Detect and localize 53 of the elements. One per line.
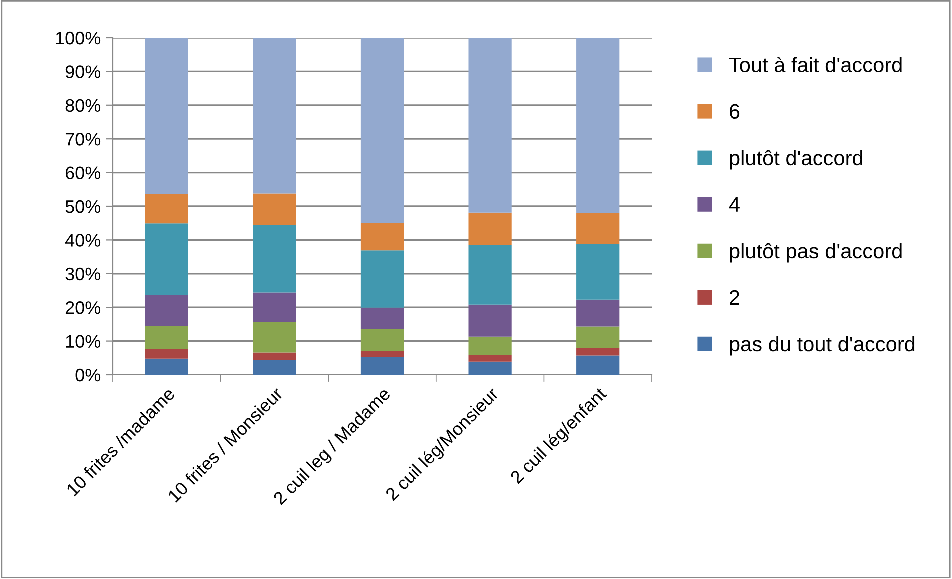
y-tick-label: 40%	[65, 234, 101, 247]
bar	[145, 349, 188, 359]
y-tick-label: 10%	[66, 335, 101, 348]
legend-label: plutôt pas d'accord	[730, 243, 902, 263]
bar	[253, 38, 296, 194]
bar	[145, 224, 188, 296]
y-tick-label: 90%	[66, 66, 101, 78]
y-tick-label: 0%	[76, 368, 101, 382]
bar	[145, 38, 188, 194]
bar	[360, 38, 404, 224]
bar	[360, 223, 404, 251]
bar	[468, 245, 512, 305]
bar	[253, 322, 296, 353]
legend-label: 6	[730, 104, 740, 120]
bar	[145, 295, 188, 326]
bar	[576, 38, 620, 214]
legend-label: plutôt d'accord	[730, 150, 862, 170]
legend-label: Tout à fait d'accord	[729, 56, 902, 73]
bar	[360, 308, 404, 330]
bar	[468, 212, 512, 246]
bar	[145, 326, 188, 350]
bar	[253, 194, 296, 226]
bar	[468, 336, 512, 356]
y-tick-label: 80%	[66, 99, 101, 112]
bar	[360, 351, 404, 358]
y-tick-label: 30%	[66, 268, 101, 281]
bar	[360, 250, 404, 308]
legend-label: 2	[730, 290, 740, 305]
y-tick-label: 100%	[56, 32, 101, 45]
bar	[253, 292, 296, 322]
bar	[360, 357, 404, 375]
bar	[145, 358, 188, 375]
bar	[468, 355, 512, 362]
y-tick-label: 50%	[66, 200, 101, 214]
bar	[253, 225, 296, 293]
bar	[145, 194, 188, 224]
bar	[468, 362, 512, 375]
bar	[576, 348, 620, 356]
legend-label: pas du tout d'accord	[730, 336, 915, 356]
bar	[576, 213, 620, 244]
y-tick-label: 70%	[66, 133, 101, 146]
bar	[576, 356, 620, 375]
bar	[468, 38, 512, 213]
bar	[253, 352, 296, 360]
bar	[576, 300, 620, 327]
bar	[468, 304, 512, 337]
y-tick-label: 60%	[66, 166, 101, 180]
bar	[253, 360, 296, 375]
legend-label: 4	[729, 198, 740, 212]
bar	[576, 326, 620, 348]
y-tick-label: 20%	[66, 302, 101, 314]
bar	[576, 244, 620, 300]
bar	[360, 329, 404, 352]
